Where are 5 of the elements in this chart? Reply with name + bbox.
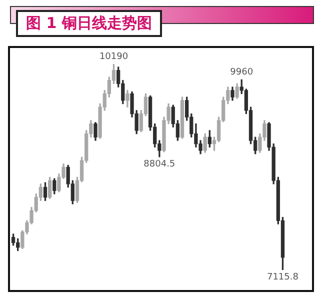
- annotation: 8804.5: [144, 160, 176, 170]
- chart-title: 图 1 铜日线走势图: [16, 10, 162, 37]
- annotation: 7115.8: [266, 272, 299, 283]
- annotation: 9960: [230, 68, 254, 78]
- annotation: 10190: [99, 52, 128, 62]
